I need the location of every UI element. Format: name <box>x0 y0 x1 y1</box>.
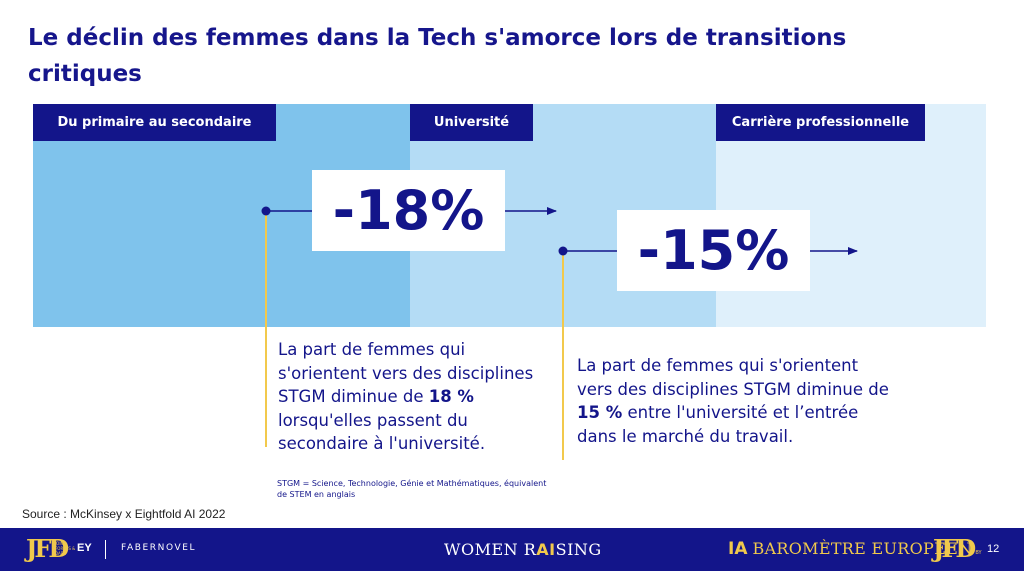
stgm-footnote: STGM = Science, Technologie, Génie et Ma… <box>277 479 547 499</box>
highlight-percent-1: 18 % <box>428 387 474 406</box>
jfd-logo: JFD <box>26 534 69 563</box>
barometer-logo: IA BAROMÈTRE EUROPÉEN BY <box>728 539 982 559</box>
ey-logo: EY <box>77 542 92 554</box>
page-title: Le déclin des femmes dans la Tech s'amor… <box>28 25 847 87</box>
decline-value-box-1: -18% <box>312 170 505 251</box>
fabernovel-logo: FABERNOVEL <box>121 543 197 553</box>
decline-value-box-2: -15% <box>617 210 810 291</box>
stage-label-university: Université <box>410 104 533 141</box>
highlight-percent-2: 15 % <box>577 403 623 422</box>
page-number: 12 <box>987 543 1000 555</box>
stage-label-career: Carrière professionnelle <box>716 104 925 141</box>
stage-label-primary: Du primaire au secondaire <box>33 104 276 141</box>
jfd-logo-right: JFD <box>933 534 976 563</box>
source-citation: Source : McKinsey x Eightfold AI 2022 <box>22 507 226 521</box>
transition-description-2: La part de femmes qui s'orientent vers d… <box>577 356 889 446</box>
footer-bar: JFD JOIN FORCES & DARE EY FABERNOVEL WOM… <box>0 528 1024 571</box>
women-raising-logo: WOMEN RAISING <box>444 540 602 559</box>
jfd-tagline: JOIN FORCES & DARE <box>55 541 76 556</box>
decline-value-2: -15% <box>637 219 790 282</box>
decline-value-1: -18% <box>332 179 485 242</box>
transition-description-1: La part de femmes qui s'orientent vers d… <box>278 340 534 453</box>
footer-divider <box>105 540 106 559</box>
